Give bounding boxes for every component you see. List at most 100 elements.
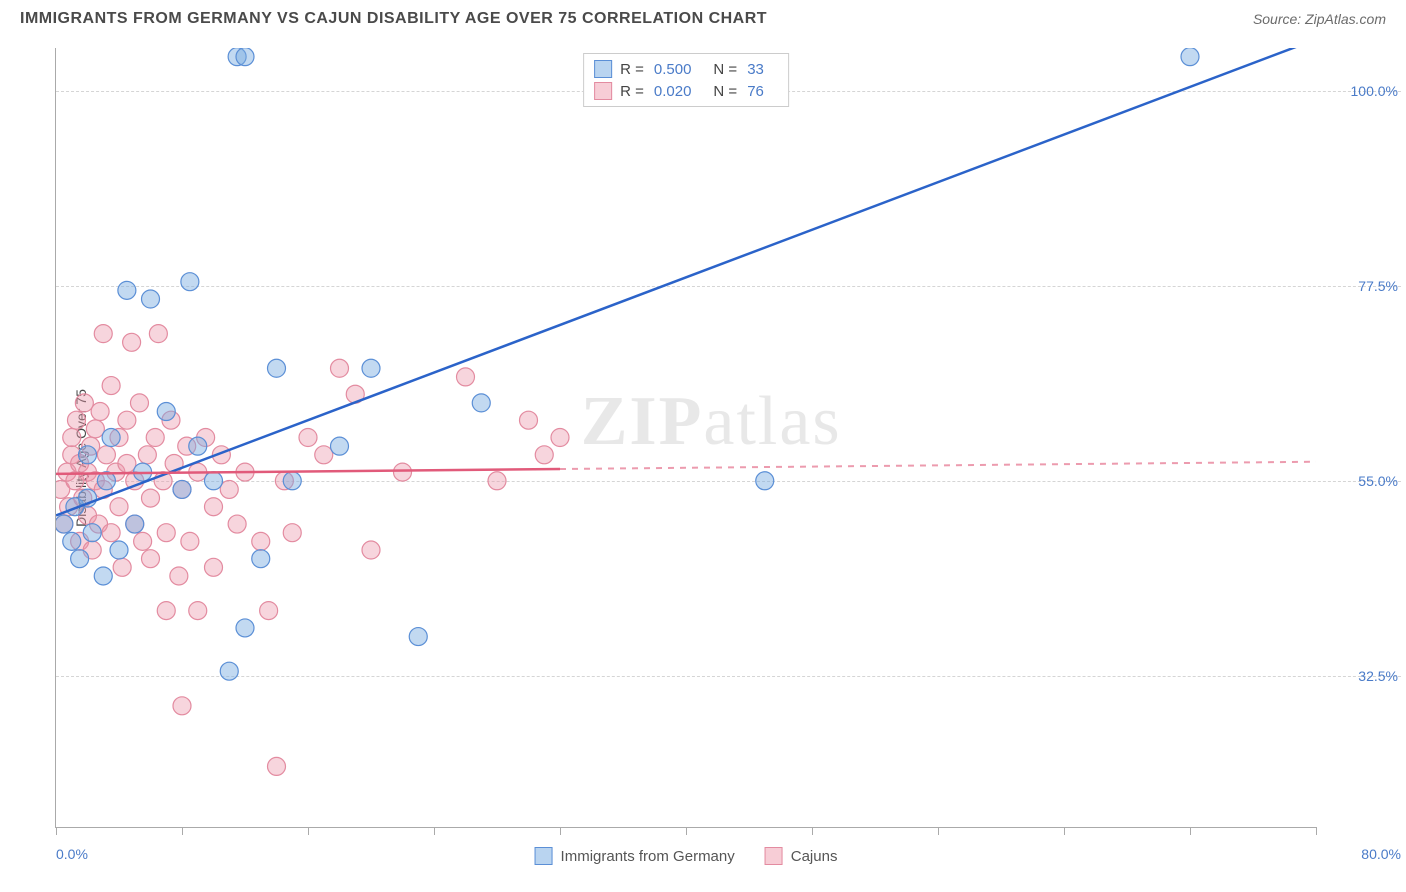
data-point [63, 532, 81, 550]
data-point [110, 541, 128, 559]
data-point [149, 325, 167, 343]
data-point [252, 532, 270, 550]
data-point [113, 558, 131, 576]
data-point [535, 446, 553, 464]
n-label: N = [713, 83, 737, 100]
data-point [331, 437, 349, 455]
data-point [170, 567, 188, 585]
grid-label: 100.0% [1351, 83, 1398, 99]
n-label: N = [713, 61, 737, 78]
data-point [189, 602, 207, 620]
x-tick [1064, 827, 1065, 835]
data-point [299, 429, 317, 447]
data-point [91, 403, 109, 421]
legend-item: Cajuns [765, 847, 838, 865]
x-tick [434, 827, 435, 835]
x-tick [1190, 827, 1191, 835]
data-point [75, 394, 93, 412]
x-tick [1316, 827, 1317, 835]
r-label: R = [620, 61, 644, 78]
x-tick [56, 827, 57, 835]
data-point [157, 602, 175, 620]
data-point [157, 403, 175, 421]
r-label: R = [620, 83, 644, 100]
legend-swatch [535, 847, 553, 865]
data-point [123, 333, 141, 351]
data-point [79, 446, 97, 464]
x-tick [938, 827, 939, 835]
data-point [134, 532, 152, 550]
data-point [181, 532, 199, 550]
data-point [71, 550, 89, 568]
n-value: 33 [747, 61, 764, 78]
legend-swatch [594, 82, 612, 100]
data-point [236, 48, 254, 66]
n-value: 76 [747, 83, 764, 100]
data-point [236, 619, 254, 637]
legend-row: R = 0.020 N = 76 [594, 80, 778, 102]
data-point [94, 325, 112, 343]
x-tick [560, 827, 561, 835]
data-point [118, 281, 136, 299]
x-tick [308, 827, 309, 835]
trend-line [56, 48, 1316, 515]
data-point [173, 697, 191, 715]
data-point [146, 429, 164, 447]
data-point [118, 411, 136, 429]
data-point [126, 515, 144, 533]
x-tick [182, 827, 183, 835]
data-point [142, 550, 160, 568]
data-point [142, 290, 160, 308]
data-point [110, 498, 128, 516]
data-point [138, 446, 156, 464]
data-point [260, 602, 278, 620]
data-point [520, 411, 538, 429]
grid-label: 77.5% [1358, 278, 1398, 294]
data-point [67, 411, 85, 429]
r-value: 0.500 [654, 61, 692, 78]
data-point [409, 628, 427, 646]
legend-label: Cajuns [791, 848, 838, 865]
data-point [220, 662, 238, 680]
data-point [173, 480, 191, 498]
data-point [488, 472, 506, 490]
grid-label: 32.5% [1358, 668, 1398, 684]
data-point [102, 377, 120, 395]
data-point [205, 498, 223, 516]
data-point [315, 446, 333, 464]
data-point [457, 368, 475, 386]
data-point [472, 394, 490, 412]
data-point [1181, 48, 1199, 66]
data-point [331, 359, 349, 377]
legend-label: Immigrants from Germany [561, 848, 735, 865]
legend-swatch [765, 847, 783, 865]
data-point [189, 437, 207, 455]
data-point [205, 472, 223, 490]
data-point [283, 524, 301, 542]
r-value: 0.020 [654, 83, 692, 100]
legend-item: Immigrants from Germany [535, 847, 735, 865]
grid-label: 55.0% [1358, 473, 1398, 489]
scatter-svg [56, 48, 1316, 827]
x-tick [686, 827, 687, 835]
data-point [205, 558, 223, 576]
data-point [228, 515, 246, 533]
x-axis-min-label: 0.0% [56, 846, 88, 862]
trend-line-dashed [560, 462, 1316, 469]
data-point [268, 757, 286, 775]
legend-swatch [594, 60, 612, 78]
data-point [220, 480, 238, 498]
data-point [157, 524, 175, 542]
data-point [63, 429, 81, 447]
data-point [181, 273, 199, 291]
source-attribution: Source: ZipAtlas.com [1253, 11, 1386, 27]
data-point [118, 454, 136, 472]
data-point [142, 489, 160, 507]
data-point [86, 420, 104, 438]
data-point [362, 359, 380, 377]
chart-container: Disability Age Over 75 ZIPatlas R =0.500… [0, 33, 1406, 883]
data-point [102, 524, 120, 542]
x-tick [812, 827, 813, 835]
data-point [56, 515, 73, 533]
legend-row: R = 0.500 N = 33 [594, 58, 778, 80]
